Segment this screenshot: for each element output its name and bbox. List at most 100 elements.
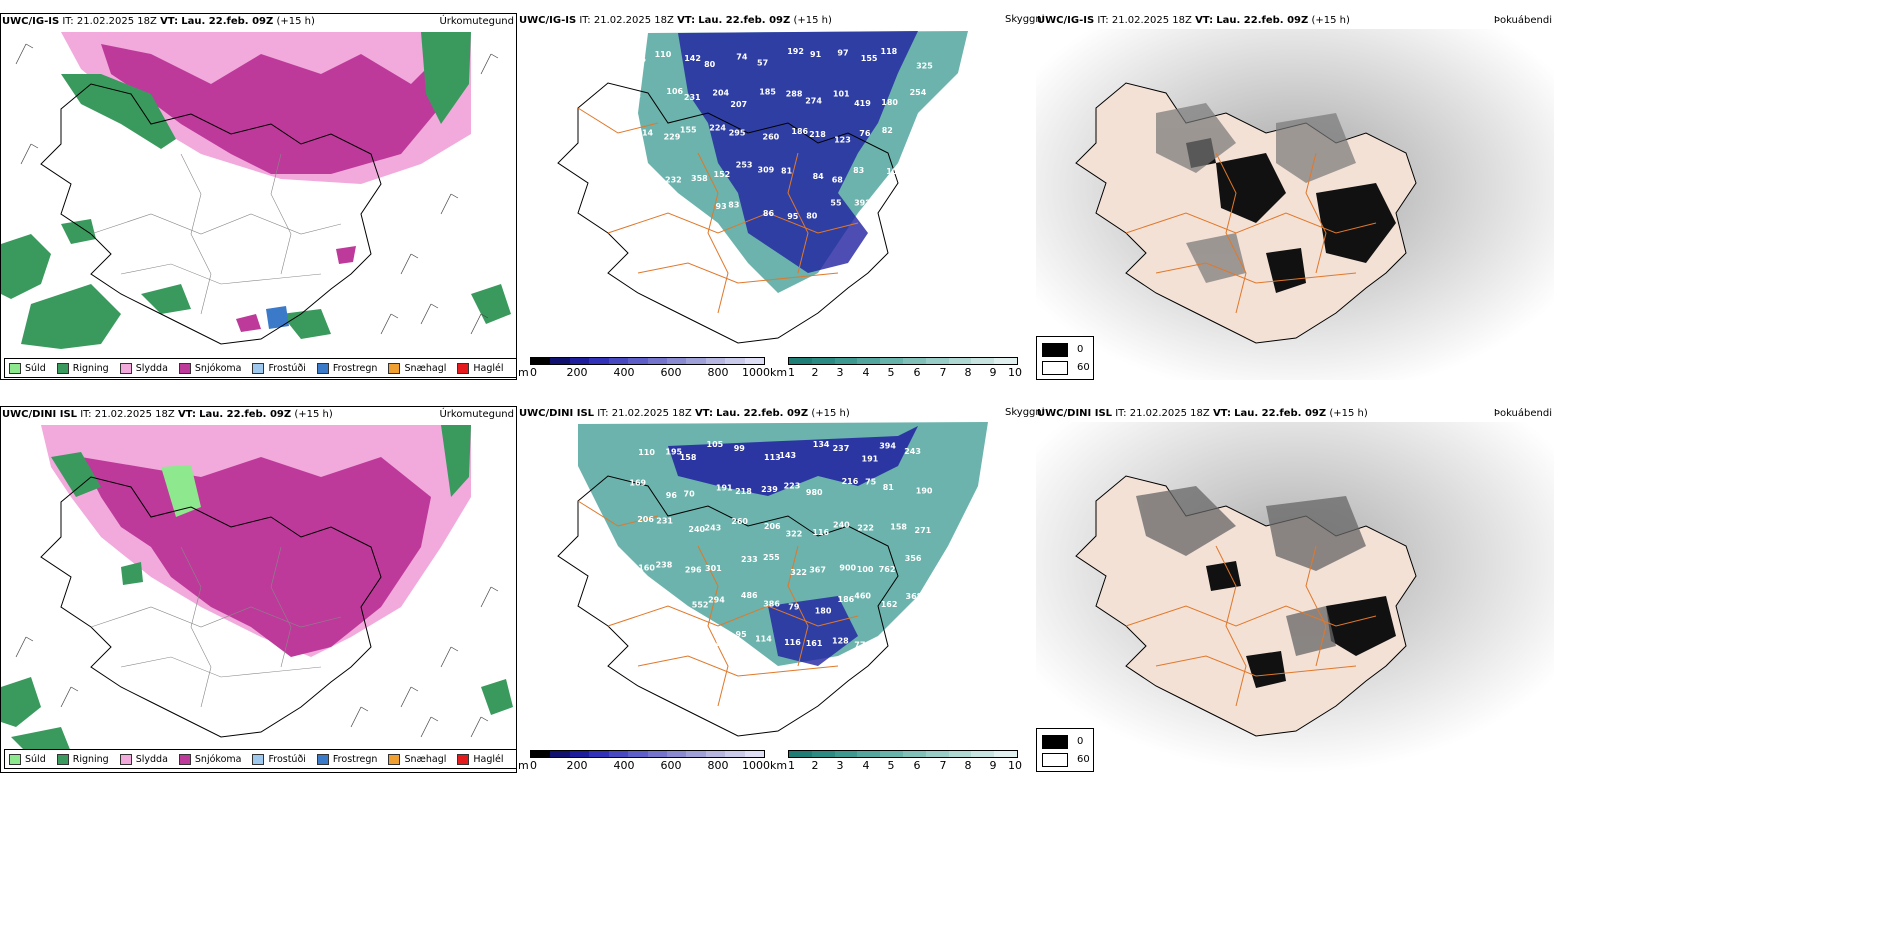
cloud-base-label: 183 [639,638,656,647]
cloud-base-label: 113 [764,453,781,462]
road-network [577,107,859,314]
cloud-base-label: 155 [680,126,697,135]
colorbar-segment [857,751,881,757]
colorbar-segment [628,358,648,364]
legend-item: Frostúði [252,753,306,765]
cloud-base-label: 216 [842,477,859,486]
precip-legend: Súld Rigning Slydda Snjókoma Frostúði Fr… [4,358,516,378]
cloud-base-label: 260 [763,132,780,141]
cloud-base-label: 152 [714,170,731,179]
cloud-base-label: 394 [879,441,896,450]
cloud-base-label: 105 [707,440,724,449]
legend-swatch [252,362,265,374]
cloud-base-label: 552 [692,600,709,609]
cloud-base-label: 158 [680,453,697,462]
cloud-base-label: 260 [731,517,748,526]
cloud-base-label: 238 [656,561,673,570]
cloud-base-label: 161 [806,639,823,648]
cloud-base-label: 900 [839,563,856,572]
cloud-base-label: 195 [665,448,682,457]
cloud-base-label: 386 [763,600,780,609]
cloud-panel-igis: UWC/IG-IS IT: 21.02.2025 18Z VT: Lau. 22… [518,13,1036,380]
colorbar-segment [550,751,570,757]
precip-map-2 [1,425,513,757]
legend-item: Rigning [56,753,109,765]
road-network [90,153,342,315]
colorbar-segment [811,751,835,757]
road-network [577,500,859,707]
snow-field [61,32,471,184]
fog-panel-dini: UWC/DINI ISL IT: 21.02.2025 18Z VT: Lau.… [1036,406,1554,773]
cloud-base-label: 116 [784,638,801,647]
cloud-base-label: 240 [688,525,705,534]
visibility-field [578,422,988,666]
legend-item: Haglél [457,753,504,765]
colorbar-segment [725,751,745,757]
cloud-base-label: 93 [716,202,727,211]
fog-index-grey [1156,103,1356,283]
cloud-base-label: 192 [787,47,804,56]
legend-item: Frostregn [316,362,377,374]
cloud-base-label: 322 [790,568,807,577]
road-network [90,546,342,708]
fog-map-1 [1036,29,1554,380]
colorbar-segment [666,358,687,364]
legend-item: Rigning [56,362,109,374]
precip-panel-dini: UWC/DINI ISL IT: 21.02.2025 18Z VT: Lau.… [0,406,517,773]
visibility-colorbar: km 1 2 3 4 5 6 7 8 9 10 [770,357,1022,379]
colorbar-segment [880,358,903,364]
legend-item: Súld [9,362,46,374]
cloud-base-label: 238 [705,639,722,648]
legend-swatch [9,362,21,374]
cloud-base-label: 118 [881,47,898,56]
snow-field [41,425,471,657]
cloud-base-label: 78 [630,91,642,100]
colorbar-segment [589,358,609,364]
cloud-base-label: 158 [890,523,907,532]
colorbar-segment [994,751,1017,757]
cloud-base-label: 294 [708,596,725,605]
cloud-base-label: 96 [666,491,678,500]
colorbar-segment [608,751,629,757]
cloud-base-label: 99 [734,444,746,453]
legend-item: Snæhagl [388,362,446,374]
low-cloud-field [668,426,918,496]
legend-item: Slydda [119,753,168,765]
cloud-base-label: 95 [787,212,799,221]
colorbar-segment [880,751,903,757]
cloud-base-label: 356 [905,554,922,563]
colorbar-segment [569,751,590,757]
legend-swatch [178,362,191,374]
cloud-base-label: 229 [664,132,681,141]
colorbar-segment [686,751,706,757]
cloud-base-label: 143 [779,451,796,460]
iceland-coastline [557,475,899,737]
cloud-base-label: 82 [882,126,893,135]
cloud-base-label: 110 [655,50,672,59]
cloud-base-label: 419 [854,99,871,108]
cloud-base-label: 392 [854,198,871,207]
colorbar-segment [589,751,609,757]
legend-swatch [316,362,329,374]
wind-barbs [15,586,499,738]
cloud-base-label: 231 [684,93,701,102]
cloud-base-label: 299 [654,597,671,606]
colorbar-segment [834,751,858,757]
low-cloud-south [768,596,858,666]
cloud-base-label: 70 [684,490,696,499]
cloud-base-label: 243 [904,447,921,456]
legend-item: Slydda [119,362,168,374]
precip-panel-igis: UWC/IG-IS IT: 21.02.2025 18Z VT: Lau. 22… [0,13,517,380]
cloud-base-label: 358 [691,174,708,183]
fog-legend: 0 60 [1036,728,1094,772]
cloud-base-label: 75 [865,478,877,487]
cloud-height-colorbar: m 0 200 400 600 800 1000 [518,750,770,772]
legend-item: Frostúði [252,362,306,374]
cloud-base-label: 204 [712,89,729,98]
fog-legend-white [1042,753,1068,767]
cloud-base-label: 86 [763,209,775,218]
cloud-base-label: 322 [786,530,803,539]
